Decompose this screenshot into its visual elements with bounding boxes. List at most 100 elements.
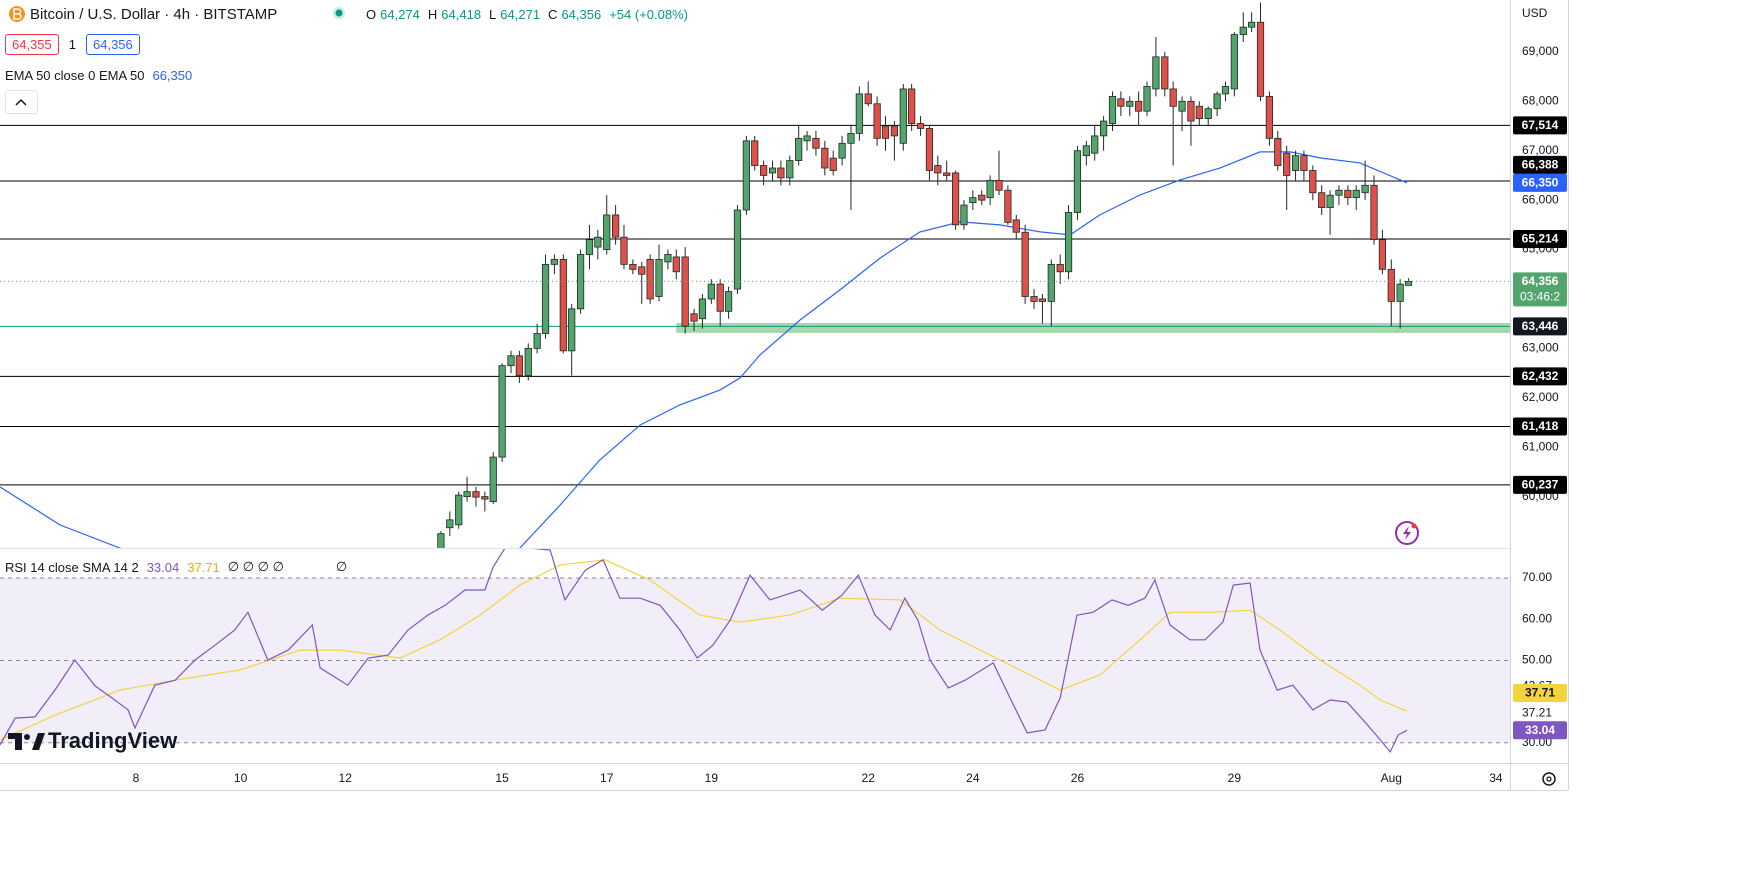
bid-button[interactable]: 64,355	[5, 33, 59, 55]
candle-body	[1274, 137, 1282, 166]
candle-body	[1135, 100, 1143, 112]
rsi-value-label: 37.71	[1525, 686, 1555, 700]
candle-body	[612, 214, 620, 238]
ohlc-key: L	[489, 6, 497, 22]
candle-body	[524, 347, 532, 376]
price-pane	[0, 2, 1510, 548]
collapse-button[interactable]	[5, 90, 38, 114]
settings-icon[interactable]	[1542, 772, 1556, 786]
candle-body	[864, 93, 872, 105]
candle-body	[559, 259, 567, 352]
candle-body	[1404, 280, 1413, 286]
candle-body	[481, 496, 489, 500]
ohlc-value: 64,356	[561, 6, 602, 22]
status-dot	[335, 9, 343, 17]
y-tick-label: 69,000	[1522, 44, 1559, 58]
candle-body	[1248, 21, 1256, 28]
candle-body	[507, 355, 515, 367]
candle-body	[1004, 189, 1012, 223]
candle-body	[1291, 155, 1300, 171]
ohlc-key: C	[548, 6, 558, 22]
candle-body	[847, 133, 855, 144]
candle-body	[1169, 88, 1177, 107]
alert-badge	[1411, 523, 1417, 529]
level-label: 62,432	[1522, 369, 1559, 383]
ema-line	[0, 151, 1408, 548]
rsi-legend: RSI 14 close SMA 14 2 33.04 37.71 ∅ ∅ ∅ …	[5, 558, 347, 576]
candle-body	[821, 147, 829, 169]
candle-body	[672, 256, 680, 273]
candle-body	[978, 194, 986, 201]
support-zone	[676, 322, 1510, 333]
candle-body	[594, 236, 602, 248]
ema-value: 66,350	[152, 67, 193, 83]
candle-body	[603, 214, 611, 250]
rsi-tick-label: 60.00	[1522, 611, 1552, 625]
candle-body	[446, 519, 454, 529]
candle-body	[1038, 298, 1047, 302]
spread: 1	[68, 36, 76, 52]
candle-body	[916, 123, 925, 129]
candle-body	[690, 313, 698, 322]
ohlc-value: 64,418	[441, 6, 482, 22]
candle-body	[541, 263, 550, 334]
level-label-box	[1513, 155, 1567, 174]
level-label-box	[1513, 475, 1567, 494]
x-tick-label: 34	[1489, 771, 1503, 785]
candle-body	[1195, 105, 1203, 119]
x-tick-label: 24	[966, 771, 980, 785]
candle-body	[463, 491, 471, 498]
ohlc-key: O	[366, 6, 377, 22]
candle-body	[1396, 283, 1404, 302]
level-label-box	[1513, 417, 1567, 436]
ema-name: EMA 50 close 0 EMA 50	[5, 67, 145, 83]
candle-body	[899, 88, 907, 144]
last-price-box	[1513, 272, 1567, 307]
candle-body	[472, 491, 480, 498]
axes: 60,00061,00062,00063,00064,00065,00066,0…	[133, 44, 1567, 785]
rsi-value-label-box	[1513, 721, 1567, 740]
candle-body	[1309, 170, 1317, 194]
candle-body	[1100, 120, 1108, 137]
rsi-value-label: 33.04	[1525, 723, 1555, 737]
candle-body	[1021, 231, 1029, 297]
candle-body	[664, 254, 672, 263]
candle-body	[1161, 56, 1169, 90]
level-label-box	[1513, 229, 1567, 248]
candle-body	[777, 167, 785, 179]
ohlc-legend: O 64,274 H 64,418 L 64,271 C 64,356 +54 (+0.…	[366, 4, 688, 24]
candle-body	[1326, 194, 1334, 208]
candle-body	[1187, 100, 1195, 122]
candle-body	[1221, 86, 1230, 95]
level-label: 65,214	[1522, 232, 1559, 246]
candle-body	[1143, 86, 1151, 112]
x-tick-label: 22	[862, 771, 876, 785]
logo-mark	[8, 733, 22, 750]
watermark: TradingView	[48, 728, 178, 753]
candle-body	[1117, 98, 1125, 107]
candle-body	[943, 172, 951, 176]
candle-body	[890, 125, 898, 137]
candle-body	[838, 142, 846, 159]
ema-legend: EMA 50 close 0 EMA 50 66,350	[5, 66, 192, 84]
candle-body	[812, 137, 820, 149]
candle-body	[881, 125, 890, 139]
candle-body	[786, 160, 794, 179]
candle-body	[951, 172, 960, 226]
candle-body	[1056, 263, 1064, 273]
candle-body	[698, 298, 707, 320]
x-tick-label: 19	[705, 771, 719, 785]
candle-body	[855, 93, 863, 134]
candle-body	[751, 140, 759, 166]
rsi-flag: ∅	[335, 559, 348, 574]
level-label: 61,418	[1522, 419, 1559, 433]
candle-body	[829, 157, 837, 171]
candle-body	[908, 88, 916, 124]
ask-button[interactable]: 64,356	[86, 33, 140, 55]
candle-body	[1318, 192, 1326, 208]
candle-body	[768, 167, 777, 174]
bid-ask: 64,355 1 64,356	[5, 32, 140, 56]
candle-body	[437, 533, 445, 548]
candle-body	[1387, 268, 1395, 302]
